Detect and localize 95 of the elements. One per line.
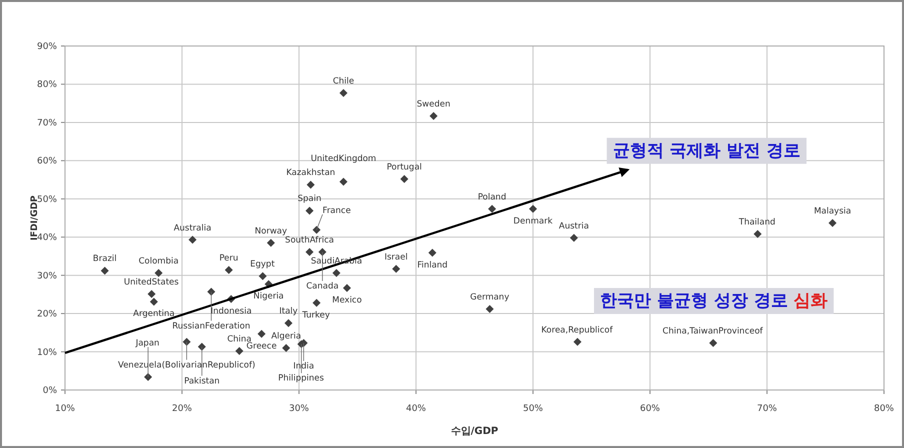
- y-tick-label: 90%: [36, 42, 58, 52]
- point: [207, 288, 216, 296]
- point: [570, 234, 578, 242]
- point: [709, 338, 718, 347]
- annotation: Canada: [306, 282, 339, 292]
- annotation: Colombia: [138, 256, 179, 267]
- point: [400, 175, 408, 184]
- x-tick-label: 20%: [172, 404, 192, 414]
- point: [150, 298, 158, 306]
- point: [258, 330, 266, 338]
- x-tick-label: 40%: [406, 404, 426, 414]
- x-axis-title: 수입/GDP: [450, 426, 498, 437]
- annotation: Chile: [332, 76, 354, 87]
- y-tick-label: 50%: [36, 194, 58, 205]
- point: [339, 178, 348, 186]
- y-tick-label: 80%: [36, 80, 58, 90]
- point: [430, 112, 438, 120]
- point: [100, 266, 109, 275]
- x-tick-label: 10%: [54, 404, 76, 414]
- annotation: Australia: [174, 223, 212, 234]
- point: [235, 347, 244, 356]
- point: [428, 248, 436, 257]
- annotation: Malaysia: [814, 206, 852, 216]
- annotation: Spain: [298, 194, 322, 204]
- annotation: 균형적 국제화 발전 경로: [612, 140, 801, 161]
- point: [312, 298, 321, 307]
- annotation: Italy: [279, 306, 298, 317]
- annotation: Finland: [417, 260, 448, 270]
- annotation: Sweden: [416, 99, 450, 110]
- annotation: RussianFederation: [172, 321, 250, 332]
- y-tick-label: 70%: [36, 118, 58, 128]
- annotation: Argentina: [133, 309, 175, 320]
- annotation: Kazakhstan: [286, 168, 336, 178]
- x-tick-label: 60%: [640, 404, 660, 414]
- annotation: Portugal: [386, 162, 422, 173]
- point: [339, 89, 348, 98]
- y-tick-label: 40%: [36, 233, 58, 244]
- annotation: Algeria: [271, 331, 302, 342]
- annotation: Japan: [134, 338, 160, 349]
- annotation: China,TaiwanProvinceof: [662, 326, 764, 336]
- annotation: Norway: [254, 226, 288, 236]
- annotation: UnitedStates: [124, 278, 180, 288]
- point: [182, 338, 191, 346]
- x-tick-label: 50%: [522, 404, 544, 414]
- annotation: Turkey: [301, 310, 330, 320]
- point: [828, 218, 837, 227]
- point: [529, 204, 537, 213]
- x-tick-label: 30%: [288, 404, 310, 414]
- annotation: 한국만 불균형 성장 경로 심화: [600, 291, 828, 311]
- y-tick-label: 30%: [36, 271, 58, 282]
- point: [306, 248, 314, 256]
- point: [284, 319, 292, 328]
- annotation: Korea,Republicof: [541, 325, 614, 336]
- annotation: Brazil: [92, 254, 117, 264]
- point: [312, 226, 321, 234]
- y-tick-label: 60%: [36, 156, 58, 167]
- point: [198, 342, 206, 351]
- point: [148, 290, 156, 298]
- point: [754, 230, 762, 238]
- annotation: Denmark: [513, 216, 553, 226]
- annotation: Indonesia: [210, 306, 252, 317]
- point: [486, 304, 494, 313]
- annotation: Poland: [478, 192, 506, 202]
- point: [332, 269, 340, 278]
- annotation: Thailand: [738, 218, 776, 228]
- annotation: Germany: [470, 292, 510, 302]
- point: [306, 206, 314, 215]
- annotation: Israel: [384, 252, 408, 262]
- x-tick-label: 70%: [756, 404, 778, 414]
- point: [282, 344, 290, 352]
- annotation: Austria: [558, 221, 589, 232]
- y-tick-label: 10%: [36, 348, 58, 358]
- annotation: Greece: [246, 341, 277, 352]
- annotation: Peru: [219, 253, 238, 264]
- annotation: Philippines: [278, 374, 325, 384]
- annotation: Mexico: [332, 295, 362, 306]
- x-tick-label: 80%: [874, 404, 894, 414]
- point: [342, 284, 351, 292]
- annotation: Egypt: [250, 260, 276, 270]
- point: [573, 338, 582, 346]
- annotation: Nigeria: [253, 292, 284, 302]
- annotation: France: [322, 206, 351, 216]
- point: [224, 266, 233, 274]
- point: [392, 264, 400, 273]
- annotation: UnitedKingdom: [310, 154, 376, 164]
- point: [154, 269, 163, 278]
- point: [266, 238, 275, 247]
- point: [488, 204, 496, 213]
- y-tick-label: 20%: [36, 310, 58, 320]
- point: [306, 180, 315, 189]
- point: [188, 236, 197, 244]
- annotation: Pakistan: [184, 376, 220, 386]
- y-tick-label: 0%: [42, 386, 58, 396]
- point: [258, 272, 267, 280]
- annotation: SouthAfrica: [285, 236, 334, 246]
